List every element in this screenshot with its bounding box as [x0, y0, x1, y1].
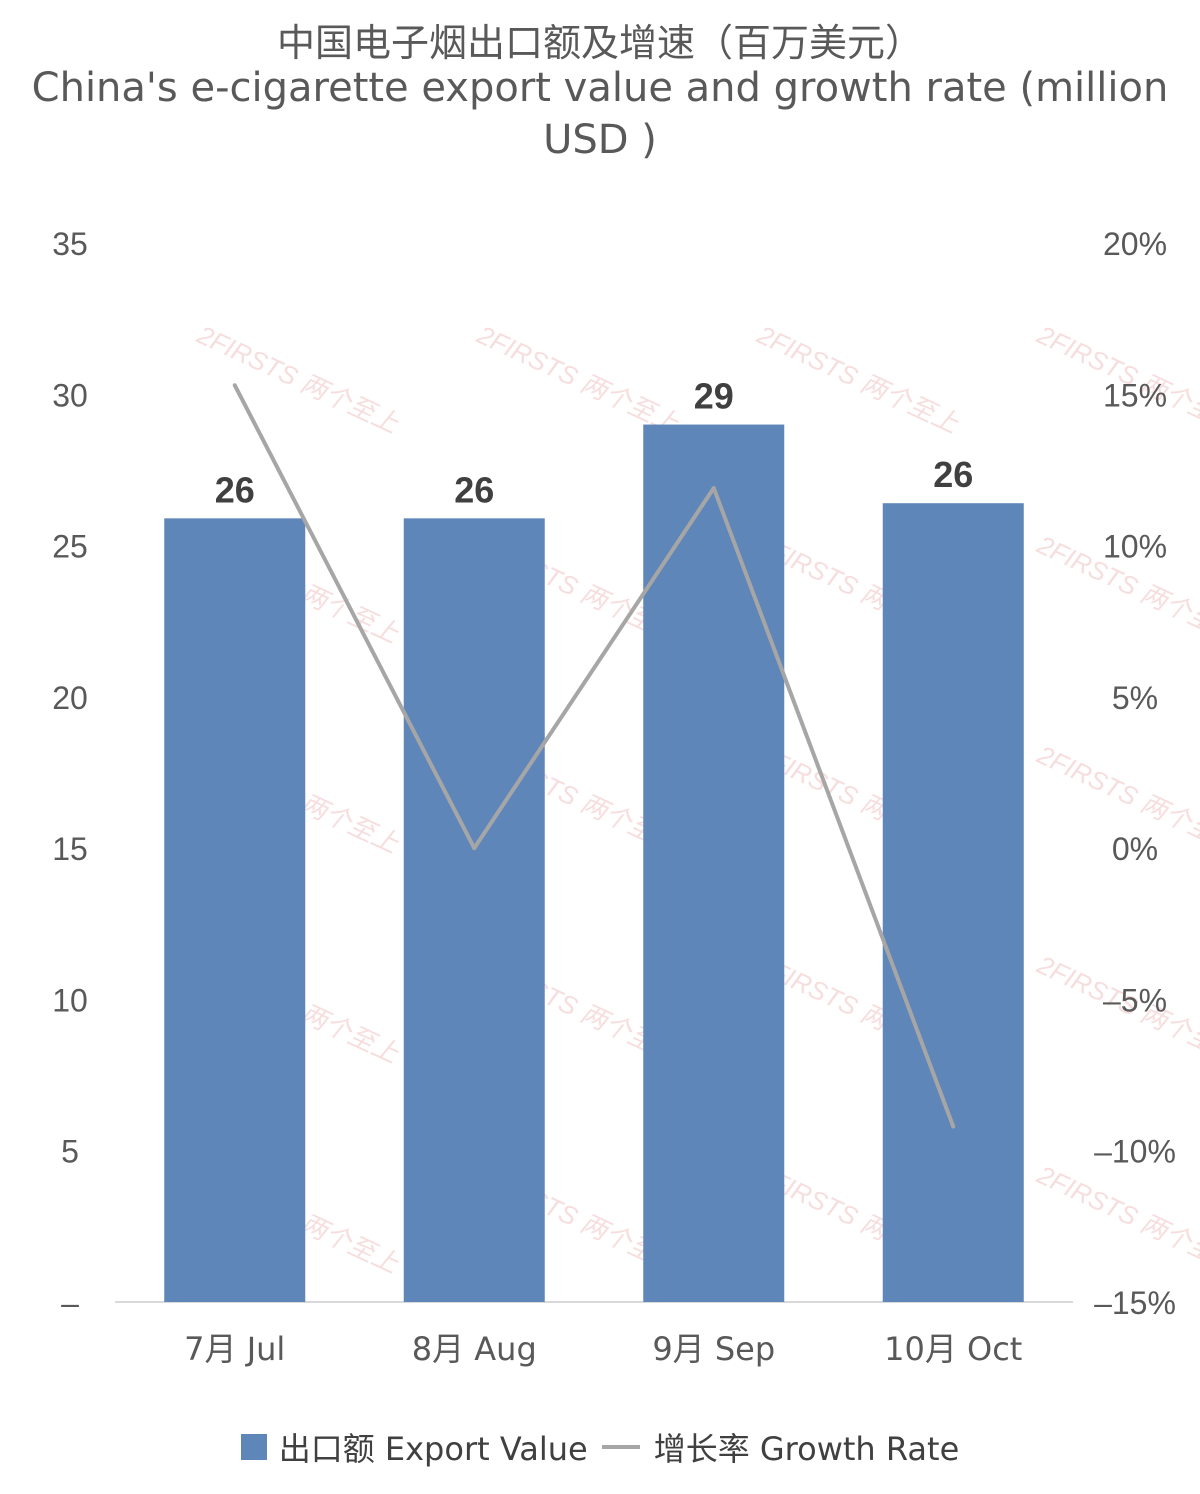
growth-rate-point	[711, 486, 716, 491]
x-tick-label: 8月 Aug	[412, 1330, 537, 1368]
bar	[164, 518, 306, 1302]
watermark-text: 2FIRSTS 两个至上	[472, 319, 684, 439]
left-tick-label: 10	[52, 982, 88, 1018]
watermark-text: 2FIRSTS 两个至上	[752, 319, 964, 439]
right-tick-label: 10%	[1103, 529, 1167, 565]
right-tick-label: 15%	[1103, 377, 1167, 413]
legend: 出口额 Export Value 增长率 Growth Rate	[0, 1424, 1200, 1470]
right-tick-label: 0%	[1112, 831, 1158, 867]
x-tick-label: 10月 Oct	[884, 1330, 1022, 1368]
legend-bar-label: 出口额 Export Value	[278, 1430, 588, 1468]
bar-data-label: 29	[694, 376, 734, 417]
chart-title: 中国电子烟出口额及增速（百万美元）	[276, 21, 923, 65]
bar-data-label: 26	[933, 454, 973, 495]
chart-subtitle: China's e-cigarette export value and gro…	[31, 65, 1169, 163]
right-tick-label: 5%	[1112, 680, 1158, 716]
left-tick-label: 30	[52, 377, 88, 413]
watermark-text: 2FIRSTS 两个至上	[1032, 1159, 1200, 1279]
left-tick-label: 25	[52, 529, 88, 565]
legend-line-label: 增长率 Growth Rate	[653, 1430, 960, 1468]
bar	[403, 518, 545, 1302]
growth-rate-point	[232, 383, 237, 388]
left-tick-label: 5	[61, 1134, 79, 1170]
growth-rate-point	[472, 846, 477, 851]
right-tick-label: –15%	[1094, 1285, 1176, 1321]
watermark-text: 2FIRSTS 两个至上	[192, 319, 404, 439]
bar	[882, 503, 1024, 1302]
left-tick-label: 20	[52, 680, 88, 716]
right-tick-label: –5%	[1103, 982, 1167, 1018]
left-tick-label: 15	[52, 831, 88, 867]
right-tick-label: 20%	[1103, 226, 1167, 262]
bar-data-label: 26	[215, 469, 255, 510]
bar-data-label: 26	[454, 469, 494, 510]
growth-rate-point	[951, 1124, 956, 1129]
growth-rate-line	[232, 384, 956, 1128]
x-tick-label: 7月 Jul	[184, 1330, 285, 1368]
legend-bar-swatch	[240, 1434, 267, 1460]
x-tick-label: 9月 Sep	[652, 1330, 775, 1368]
right-tick-label: –10%	[1094, 1134, 1176, 1170]
left-tick-label: –	[61, 1285, 79, 1321]
left-tick-label: 35	[52, 226, 88, 262]
legend-line-swatch	[601, 1445, 640, 1449]
bar	[643, 424, 785, 1302]
